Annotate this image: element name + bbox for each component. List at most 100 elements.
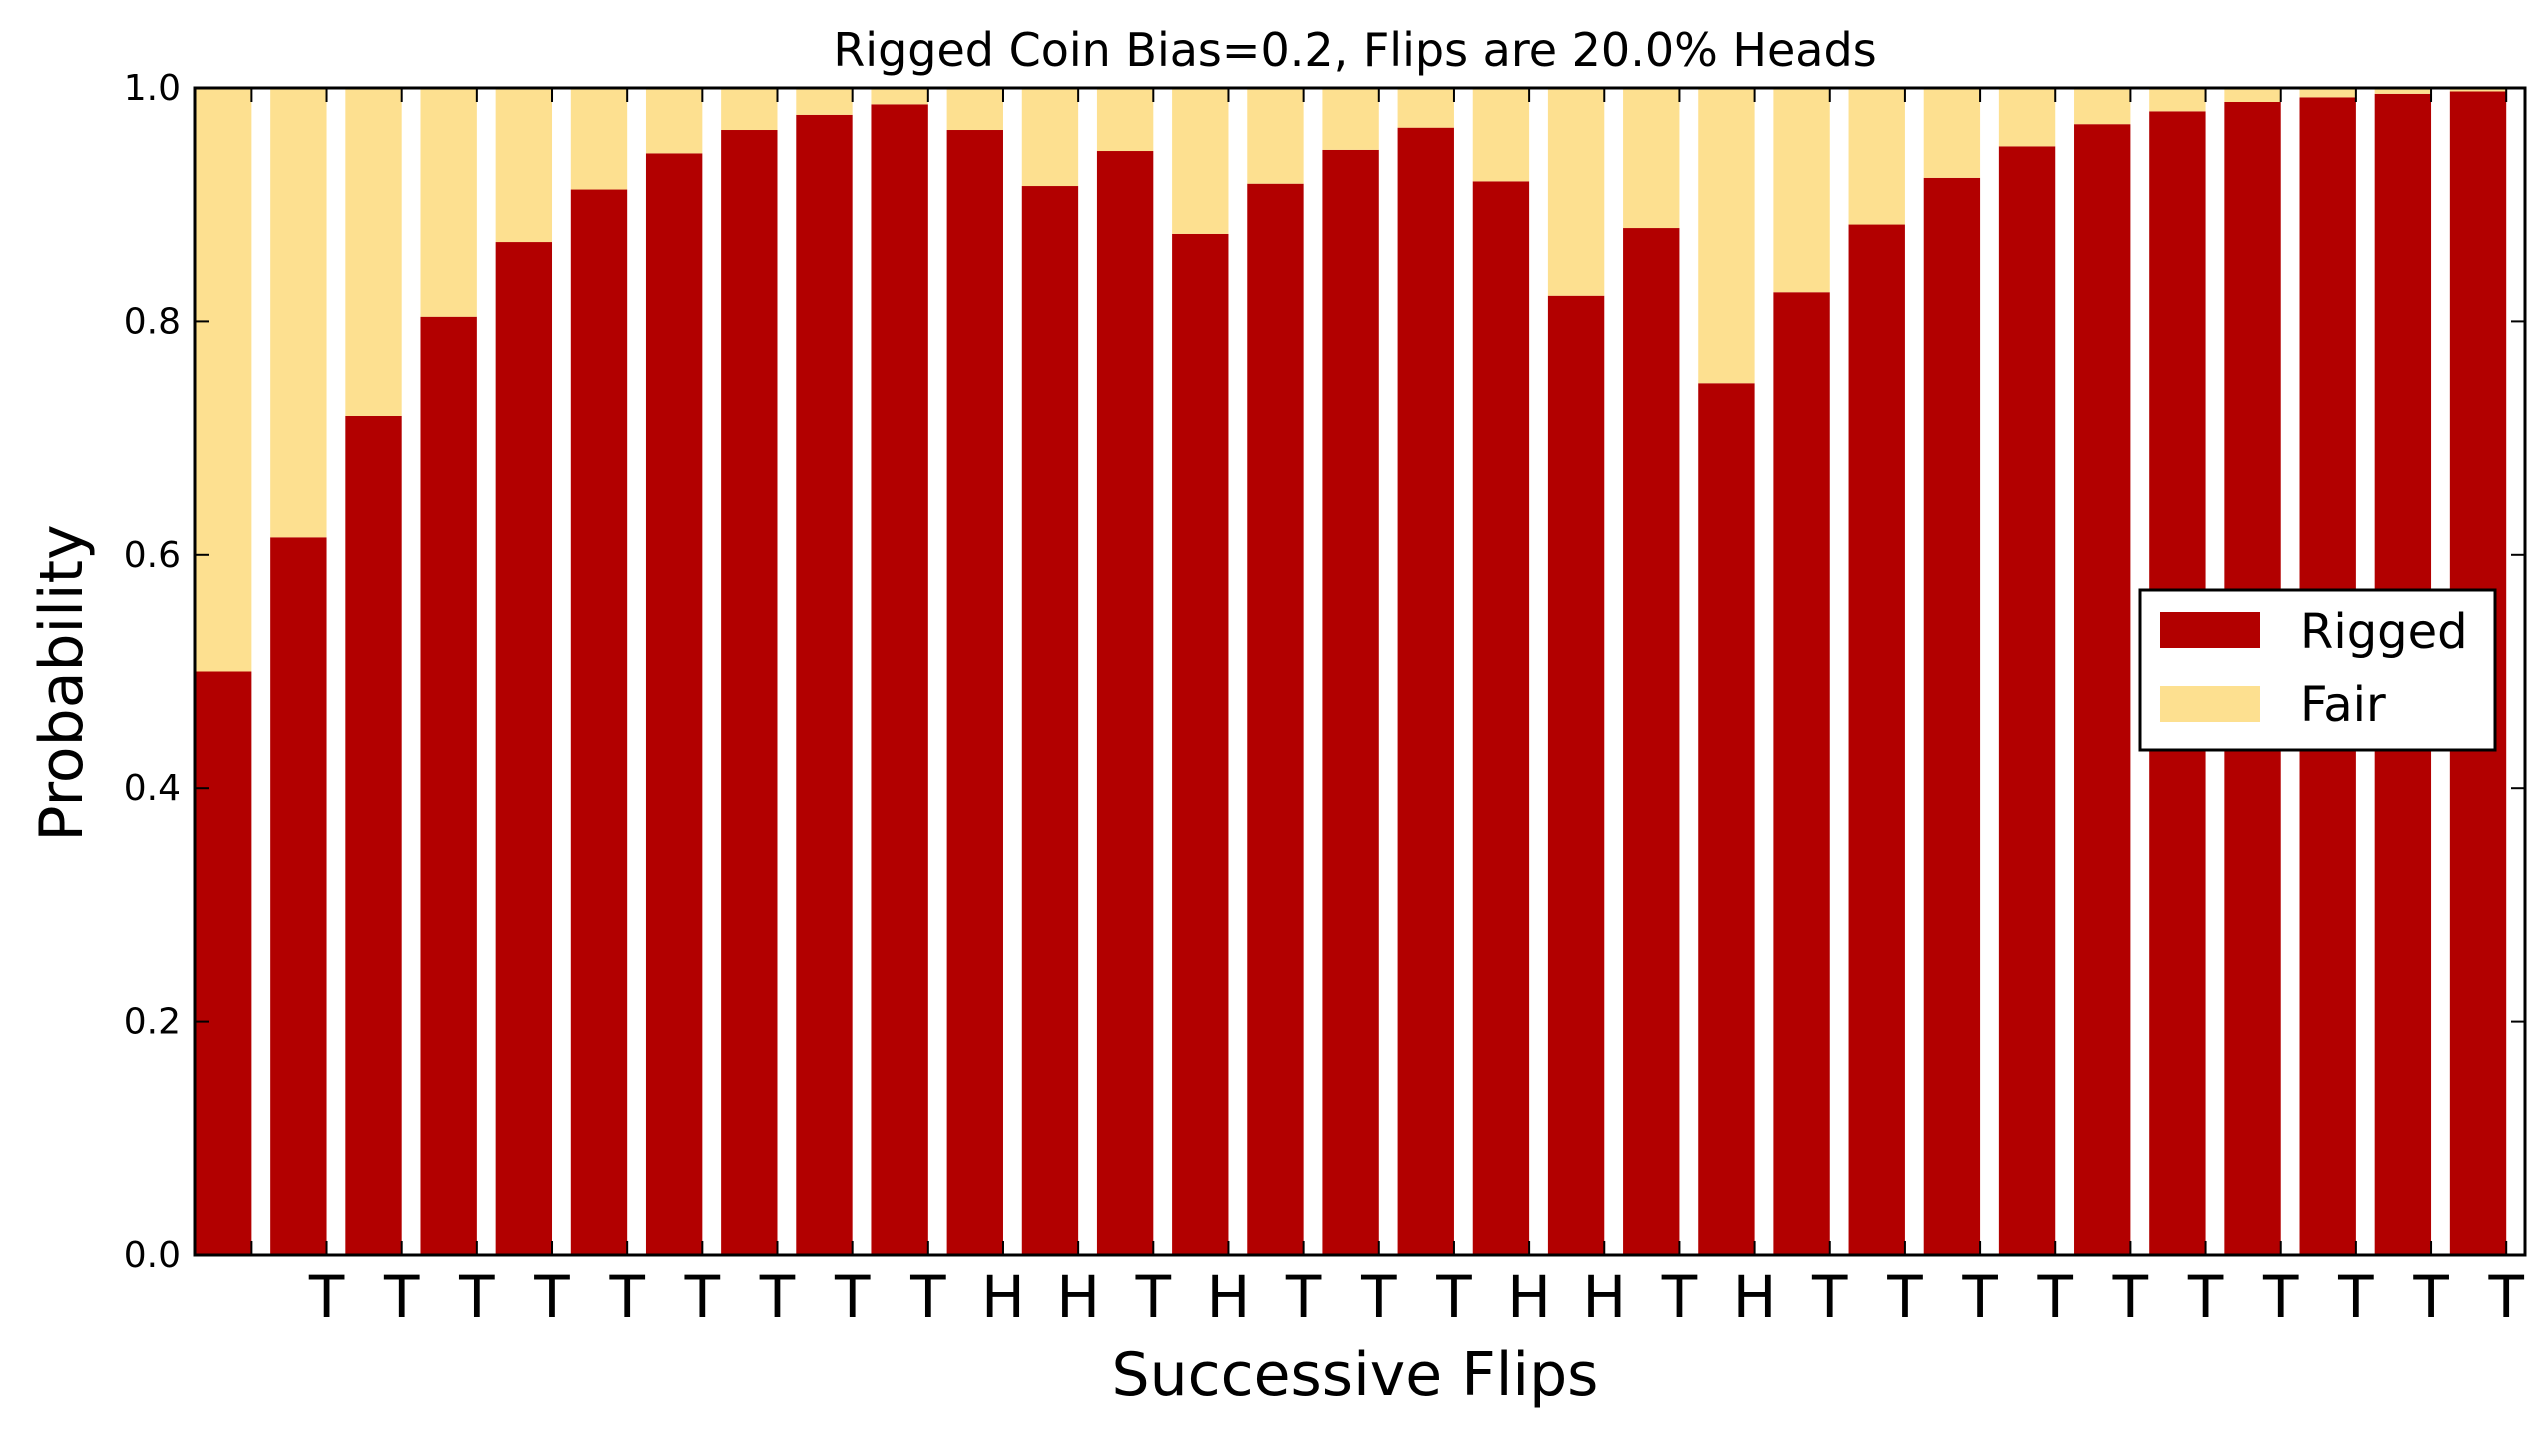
bar-rigged-24 (1998, 146, 2056, 1256)
y-tick-label-3: 0.6 (124, 535, 181, 576)
bar-fair-9 (871, 88, 928, 105)
bar-rigged-19 (1623, 228, 1680, 1255)
bar-fair-21 (1773, 88, 1830, 293)
bar-fair-23 (1923, 88, 1981, 178)
legend-label-fair: Fair (2300, 677, 2386, 733)
bar-rigged-1 (270, 537, 327, 1255)
x-tick-label-9: T (909, 1263, 946, 1331)
bar-fair-10 (946, 88, 1003, 131)
bar-fair-18 (1547, 88, 1605, 296)
bar-rigged-6 (645, 153, 703, 1255)
x-tick-label-5: T (608, 1263, 645, 1331)
x-tick-label-10: H (981, 1263, 1025, 1331)
x-tick-label-17: H (1507, 1263, 1551, 1331)
bar-fair-29 (2374, 88, 2432, 94)
x-tick-label-2: T (383, 1263, 420, 1331)
x-tick-label-25: T (2112, 1263, 2149, 1331)
bar-rigged-5 (570, 189, 628, 1255)
bar-fair-6 (645, 88, 703, 154)
x-tick-label-20: H (1733, 1263, 1777, 1331)
bar-fair-28 (2299, 88, 2356, 98)
bar-fair-12 (1096, 88, 1154, 152)
x-tick-label-30: T (2487, 1263, 2524, 1331)
bar-rigged-23 (1923, 177, 1981, 1255)
x-tick-label-19: T (1661, 1263, 1698, 1331)
x-tick-label-16: T (1435, 1263, 1472, 1331)
x-tick-label-12: T (1135, 1263, 1172, 1331)
bar-fair-22 (1848, 88, 1905, 225)
bar-rigged-9 (871, 104, 928, 1255)
bar-rigged-25 (2074, 124, 2131, 1255)
legend-label-rigged: Rigged (2300, 604, 2468, 660)
x-tick-label-4: T (533, 1263, 570, 1331)
x-tick-label-8: T (834, 1263, 871, 1331)
bar-fair-8 (796, 88, 853, 115)
y-tick-label-0: 0.0 (124, 1235, 181, 1276)
y-tick-label-1: 0.2 (124, 1002, 181, 1043)
bar-fair-15 (1322, 88, 1379, 150)
bar-fair-13 (1172, 88, 1229, 234)
bar-rigged-12 (1096, 151, 1154, 1255)
bar-rigged-2 (345, 415, 402, 1255)
bar-fair-5 (570, 88, 628, 190)
chart-title: Rigged Coin Bias=0.2, Flips are 20.0% He… (833, 23, 1876, 77)
x-tick-label-22: T (1886, 1263, 1923, 1331)
bar-fair-2 (345, 88, 402, 416)
x-tick-label-13: H (1207, 1263, 1251, 1331)
bar-rigged-22 (1848, 224, 1905, 1255)
x-tick-label-21: T (1811, 1263, 1848, 1331)
bar-fair-1 (270, 88, 327, 538)
bar-rigged-13 (1172, 233, 1229, 1255)
bar-fair-7 (721, 88, 778, 131)
x-tick-label-26: T (2187, 1263, 2224, 1331)
bar-rigged-15 (1322, 149, 1379, 1256)
bar-fair-0 (195, 88, 252, 672)
x-tick-label-23: T (1961, 1263, 1998, 1331)
bar-rigged-0 (195, 671, 252, 1255)
x-tick-label-7: T (759, 1263, 796, 1331)
y-tick-label-5: 1.0 (124, 68, 181, 109)
bar-rigged-8 (796, 114, 853, 1255)
bar-fair-26 (2149, 88, 2206, 112)
legend-swatch-rigged (2160, 612, 2260, 648)
bar-rigged-16 (1397, 127, 1454, 1256)
bar-fair-16 (1397, 88, 1454, 128)
legend: Rigged Fair (2138, 588, 2497, 752)
x-tick-label-27: T (2262, 1263, 2299, 1331)
bar-fair-25 (2074, 88, 2131, 125)
x-tick-label-3: T (458, 1263, 495, 1331)
x-tick-label-29: T (2412, 1263, 2449, 1331)
bar-rigged-18 (1547, 295, 1605, 1255)
y-tick-label-2: 0.4 (124, 768, 181, 809)
x-tick-label-6: T (684, 1263, 721, 1331)
bar-rigged-14 (1247, 183, 1304, 1256)
plot-frame (193, 86, 2527, 1257)
x-tick-label-1: T (308, 1263, 345, 1331)
bar-rigged-11 (1021, 186, 1079, 1256)
bar-rigged-7 (721, 130, 778, 1256)
x-tick-label-11: H (1056, 1263, 1100, 1331)
x-tick-label-18: H (1582, 1263, 1626, 1331)
bar-rigged-21 (1773, 292, 1830, 1256)
bar-rigged-17 (1472, 181, 1530, 1256)
bar-fair-27 (2224, 88, 2281, 103)
bar-fair-17 (1472, 88, 1530, 182)
bar-fair-11 (1021, 88, 1079, 187)
bar-fair-19 (1623, 88, 1680, 229)
x-tick-label-14: T (1285, 1263, 1322, 1331)
bar-fair-3 (420, 88, 477, 317)
bar-rigged-3 (420, 316, 477, 1255)
x-tick-label-24: T (2037, 1263, 2074, 1331)
bar-fair-30 (2449, 88, 2507, 92)
bar-rigged-20 (1698, 383, 1755, 1256)
bar-fair-14 (1247, 88, 1304, 184)
x-tick-label-15: T (1360, 1263, 1397, 1331)
bar-rigged-4 (495, 242, 553, 1255)
bar-fair-4 (495, 88, 553, 243)
legend-swatch-fair (2160, 686, 2260, 722)
bar-fair-24 (1998, 88, 2056, 147)
x-tick-label-28: T (2337, 1263, 2374, 1331)
y-tick-label-4: 0.8 (124, 301, 181, 342)
